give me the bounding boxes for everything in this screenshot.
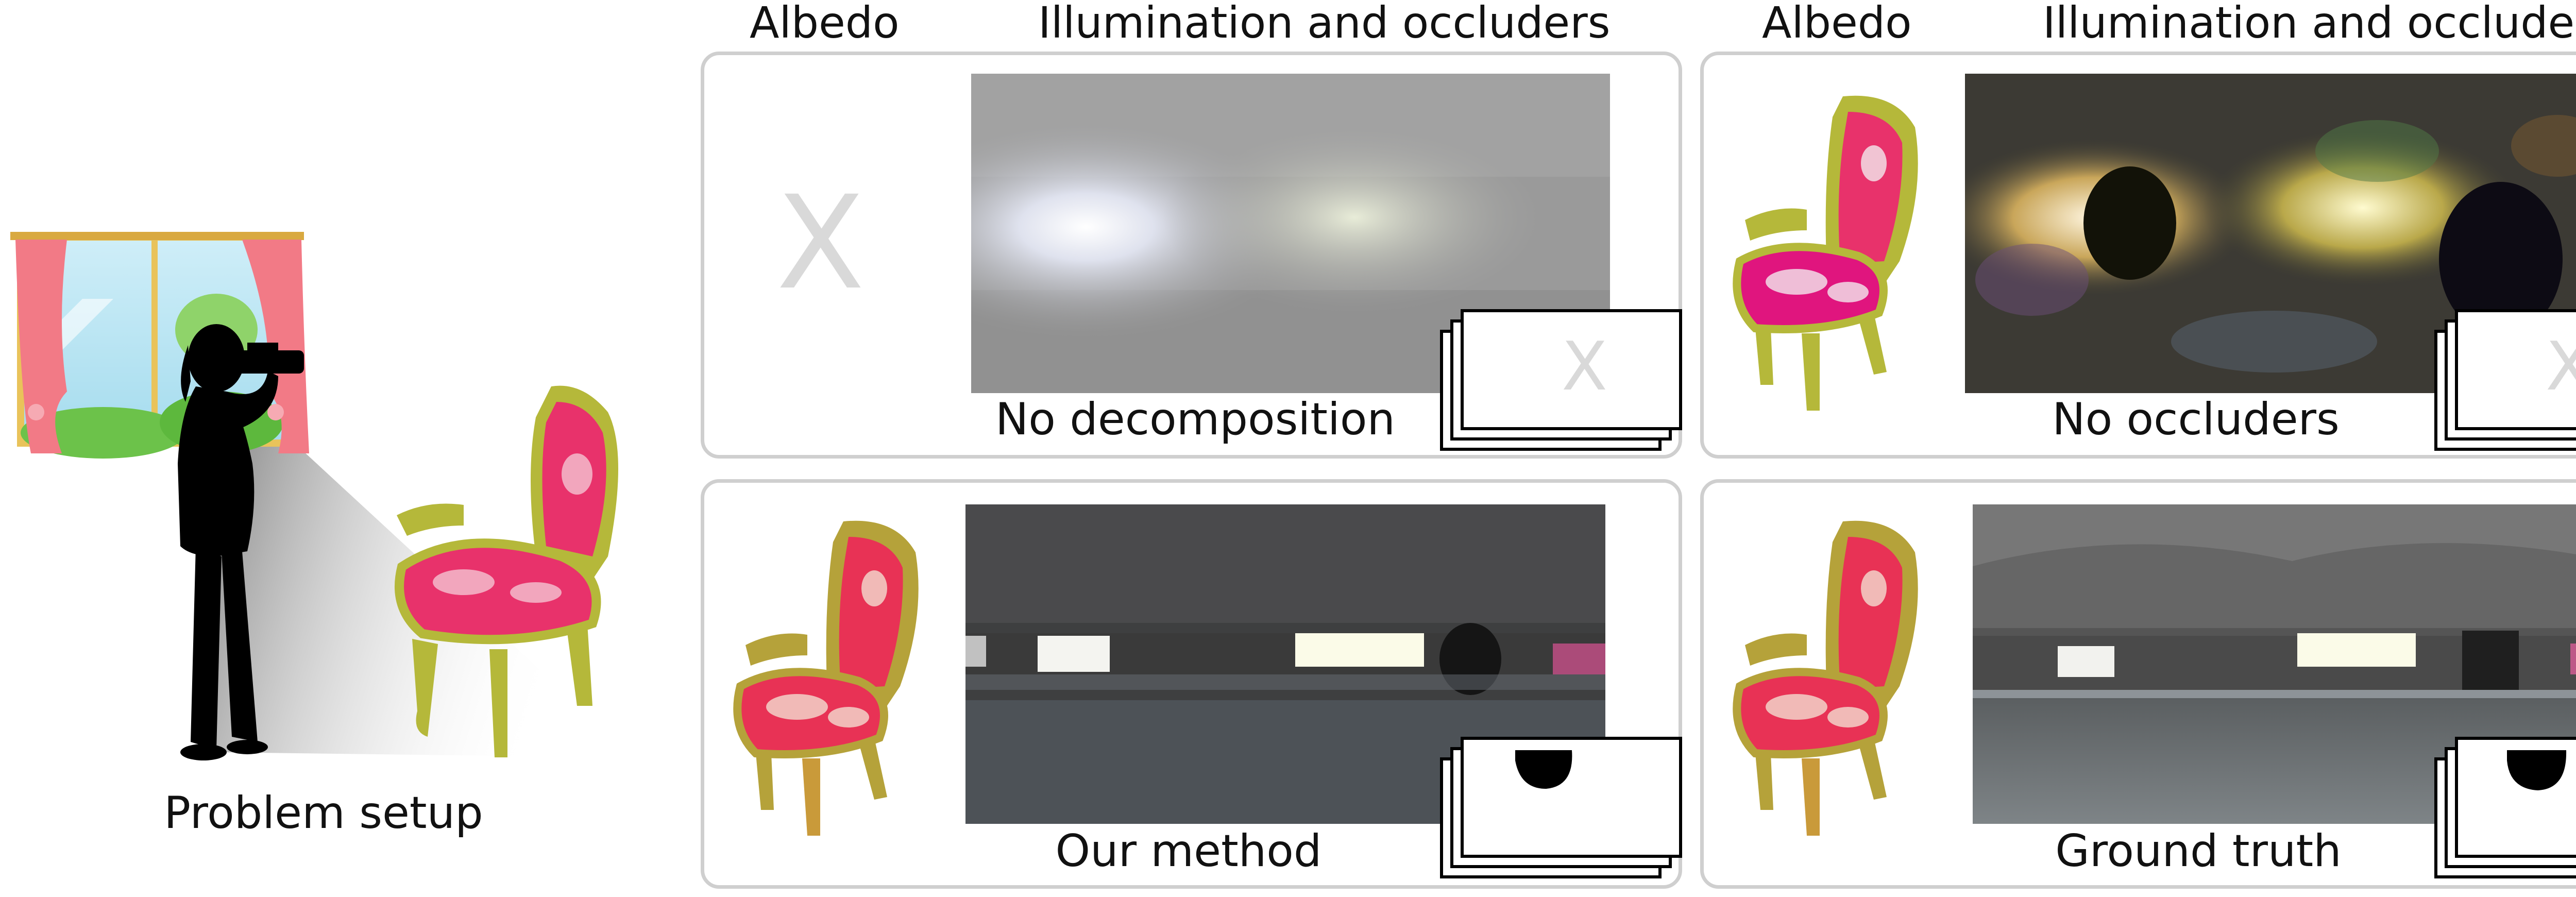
occluder-mask-predicted xyxy=(1461,737,1682,858)
illumination-envmap xyxy=(971,74,1610,393)
illumination-envmap xyxy=(965,504,1605,824)
caption-our-method: Our method xyxy=(1055,825,1322,877)
photographer-silhouette xyxy=(178,324,304,760)
header-albedo-right: Albedo xyxy=(1762,0,1912,48)
mask-missing-x: X xyxy=(2546,327,2576,405)
mask-missing-x: X xyxy=(1562,327,1608,405)
header-illumination-left: Illumination and occluders xyxy=(1038,0,1611,48)
albedo-chair-ground-truth xyxy=(1724,511,1930,841)
albedo-chair-no-occluders xyxy=(1724,86,1930,416)
setup-caption: Problem setup xyxy=(164,787,483,839)
panel-ground-truth: Ground truth xyxy=(1700,479,2576,889)
occluder-mask-ground-truth xyxy=(2455,737,2576,858)
albedo-missing-x: X xyxy=(776,168,865,318)
problem-setup-illustration xyxy=(0,196,649,778)
armchair-object xyxy=(395,385,618,757)
caption-no-decomposition: No decomposition xyxy=(995,394,1396,445)
occluder-mask-none: X xyxy=(1461,309,1682,430)
caption-no-occluders: No occluders xyxy=(2052,394,2340,445)
header-albedo-left: Albedo xyxy=(750,0,900,48)
header-illumination-right: Illumination and occluders xyxy=(2043,0,2576,48)
albedo-chair-our-method xyxy=(725,511,931,841)
caption-ground-truth: Ground truth xyxy=(2055,825,2342,877)
occluder-mask-none: X xyxy=(2455,309,2576,430)
